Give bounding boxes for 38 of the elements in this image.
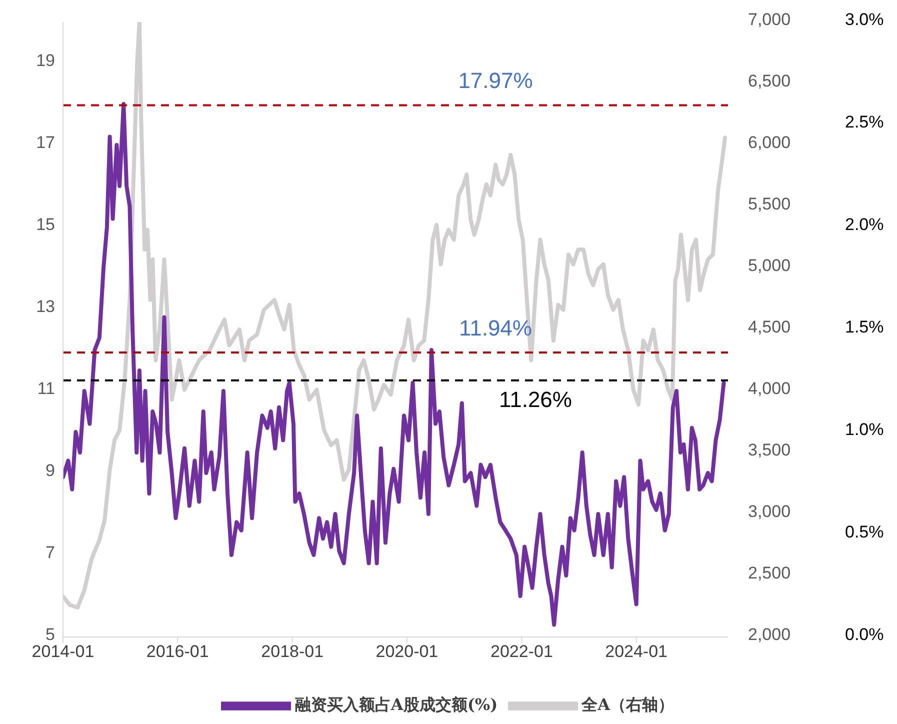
- y3-tick-label: 0.5%: [845, 522, 884, 542]
- y3-tick-label: 1.0%: [845, 420, 884, 440]
- y2-tick-label: 2,500: [748, 564, 791, 583]
- legend-label: 融资买入额占A股成交额(%): [294, 695, 498, 714]
- x-tick-label: 2022-01: [490, 642, 553, 662]
- y-tick-label: 17: [36, 133, 55, 152]
- ref-line-label: 17.97%: [458, 68, 533, 94]
- y2-tick-label: 5,500: [748, 194, 791, 214]
- y-tick-label: 9: [46, 461, 55, 480]
- y-tick-label: 5: [46, 625, 55, 644]
- y2-tick-label: 3,500: [748, 440, 791, 460]
- x-tick-label: 2020-01: [376, 642, 438, 662]
- line-series: [63, 102, 726, 627]
- y3-tick-label: 2.5%: [845, 112, 884, 132]
- y2-tick-label: 4,000: [748, 379, 791, 398]
- y-tick-label: 11: [37, 379, 55, 398]
- ref-line-label: 11.26%: [499, 386, 572, 412]
- x-tick-label: 2016-01: [146, 642, 209, 662]
- y2-tick-label: 4,500: [748, 318, 791, 337]
- y3-tick-label: 2.0%: [845, 215, 884, 234]
- y-tick-label: 13: [36, 297, 55, 316]
- y2-tick-label: 7,000: [748, 10, 791, 30]
- y2-tick-label: 6,500: [748, 72, 791, 91]
- y3-tick-label: 3.0%: [845, 10, 884, 30]
- y2-tick-label: 2,000: [748, 625, 791, 644]
- y2-tick-label: 5,000: [748, 256, 791, 276]
- x-tick-label: 2024-01: [605, 642, 668, 662]
- y2-tick-label: 6,000: [748, 133, 791, 152]
- y-tick-label: 7: [46, 543, 55, 562]
- y3-tick-label: 1.5%: [845, 318, 884, 337]
- x-tick-label: 2014-01: [32, 642, 94, 662]
- legend-label: 全A（右轴）: [582, 695, 674, 714]
- y2-tick-label: 3,000: [748, 502, 791, 522]
- ref-line-label: 11.94%: [459, 315, 532, 340]
- y3-tick-label: 0.0%: [845, 625, 884, 644]
- y-tick-label: 19: [36, 51, 55, 70]
- x-tick-label: 2018-01: [261, 642, 324, 662]
- y-tick-label: 15: [36, 215, 55, 234]
